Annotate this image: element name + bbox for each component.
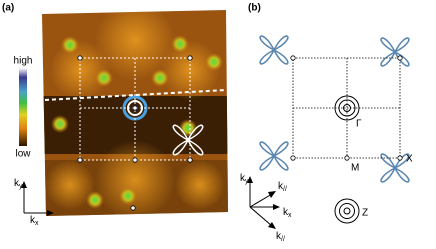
- arrowhead: [247, 176, 253, 183]
- axis-label: kx: [30, 215, 39, 227]
- axis-kpar: [249, 206, 273, 227]
- cut-line: [44, 89, 227, 101]
- panel-label: (b): [248, 3, 261, 14]
- bright-region: [95, 140, 175, 216]
- point-label: Γ: [356, 119, 362, 130]
- point-label: M: [351, 163, 359, 174]
- bz-point: [130, 205, 136, 211]
- bz-point: [132, 105, 138, 111]
- bz-point: [77, 55, 83, 61]
- bright-region: [95, 10, 175, 80]
- point-label: X: [406, 154, 413, 165]
- arrowhead: [273, 204, 280, 210]
- fermi-contour: [367, 24, 423, 80]
- colorbar-low: low: [15, 149, 31, 160]
- bz-point: [77, 157, 83, 163]
- bz-point: [290, 55, 296, 61]
- ring: [343, 104, 351, 112]
- ring: [343, 207, 351, 215]
- arrowhead: [268, 191, 276, 198]
- bz-points: [77, 55, 193, 211]
- bz-point: [290, 155, 296, 161]
- green-spot: [179, 119, 197, 137]
- green-spot: [171, 35, 189, 53]
- bz-point: [344, 155, 350, 161]
- bz-point: [397, 55, 403, 61]
- axes: [23, 185, 50, 214]
- fermi-contours: [246, 22, 423, 196]
- axes: [249, 180, 276, 227]
- bz-grid: [79, 57, 191, 161]
- bright-region: [45, 160, 95, 210]
- green-spot: [61, 36, 79, 54]
- green-spots: [51, 35, 223, 209]
- green-spot: [119, 187, 137, 205]
- axis-label: k//: [278, 181, 287, 193]
- point-label: Z: [362, 208, 368, 219]
- axis-label: k//: [276, 231, 285, 243]
- green-spot: [95, 69, 113, 87]
- bz-point: [132, 157, 138, 163]
- ring: [334, 95, 360, 121]
- axis-label: ky: [240, 173, 249, 185]
- green-spot: [151, 69, 169, 87]
- fermi-contour: [367, 140, 423, 196]
- arrowhead: [47, 210, 54, 216]
- bright-region: [175, 160, 225, 210]
- ring: [339, 203, 355, 219]
- ring: [334, 198, 360, 224]
- panel-label: (a): [2, 3, 14, 14]
- axis-label: kx: [283, 207, 292, 219]
- bz-point: [397, 155, 403, 161]
- gamma-pocket: [334, 95, 360, 224]
- green-spot: [51, 115, 69, 133]
- arrowhead: [268, 222, 276, 229]
- bz-point: [187, 55, 193, 61]
- green-spot: [205, 53, 223, 71]
- arrowhead: [21, 181, 27, 188]
- axis-kpar: [249, 193, 273, 208]
- colorbar: [19, 68, 27, 146]
- bz-points: [290, 55, 403, 161]
- ring: [338, 99, 356, 117]
- colorbar-high: high: [14, 56, 33, 67]
- bz-point: [187, 157, 193, 163]
- axis-label: ky: [14, 178, 23, 190]
- green-spot: [86, 191, 104, 209]
